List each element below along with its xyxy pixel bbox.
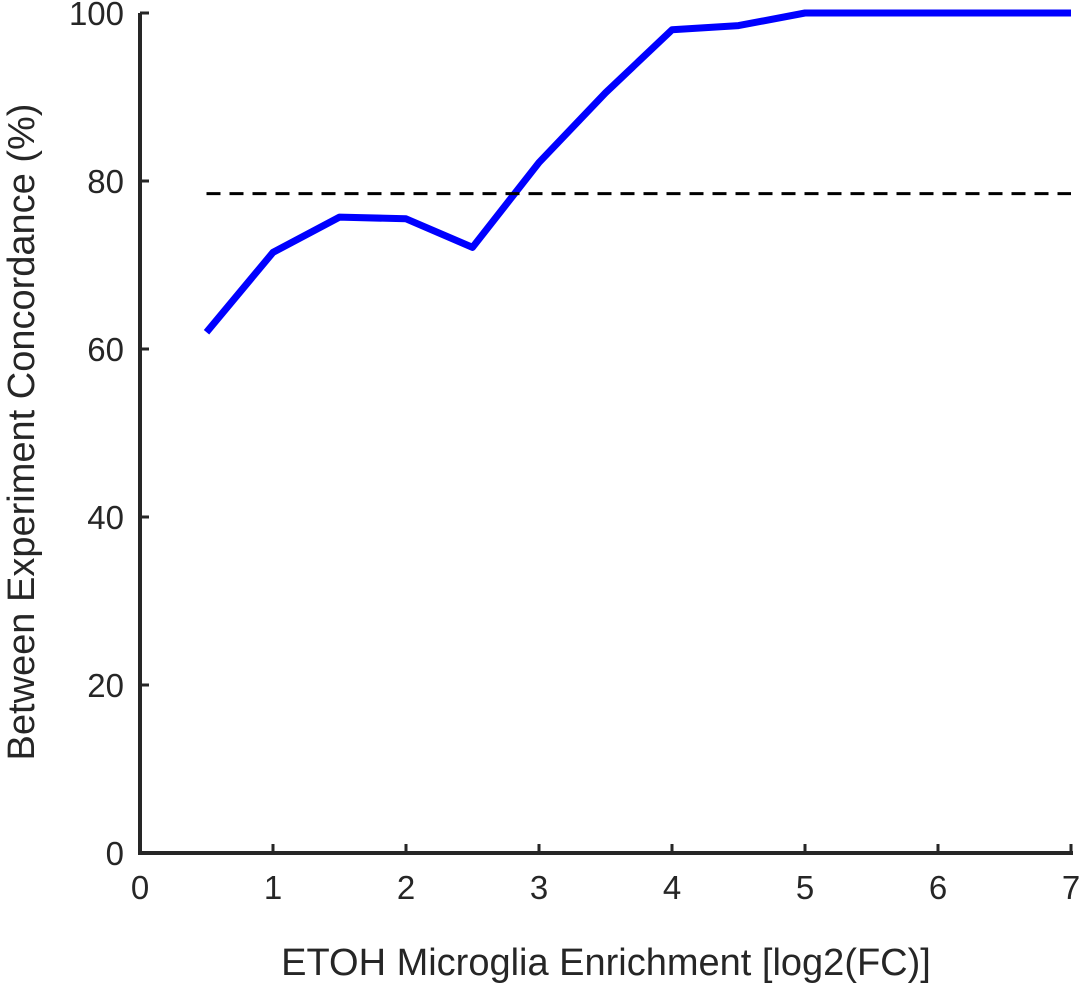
axes-layer — [138, 13, 1073, 855]
y-tick-label: 60 — [87, 331, 124, 368]
y-tick-label: 20 — [87, 667, 124, 704]
x-tick-label: 4 — [663, 869, 681, 906]
x-tick-label: 3 — [530, 869, 548, 906]
series-layer — [203, 9, 1071, 335]
x-tick-label: 7 — [1062, 869, 1080, 906]
x-tick-label: 5 — [796, 869, 814, 906]
x-tick-label: 1 — [264, 869, 282, 906]
x-axis-label: ETOH Microglia Enrichment [log2(FC)] — [281, 942, 931, 984]
y-tick-label: 40 — [87, 499, 124, 536]
y-tick-label: 100 — [69, 0, 124, 32]
y-tick-label: 0 — [106, 835, 124, 872]
x-tick-label: 2 — [397, 869, 415, 906]
y-tick-label: 80 — [87, 163, 124, 200]
x-tick-label: 0 — [131, 869, 149, 906]
ticks-layer: 0 1 2 3 4 5 6 7 0 20 40 60 80 100 — [69, 0, 1080, 906]
x-tick-label: 6 — [929, 869, 947, 906]
concordance-series-line — [203, 9, 1071, 335]
y-axis-label: Between Experiment Concordance (%) — [1, 104, 43, 761]
